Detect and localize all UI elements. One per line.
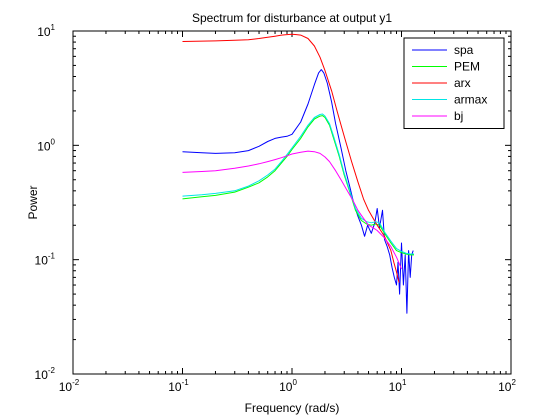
x-tick-label: 10-1 [168,378,189,394]
legend-label-arx: arx [454,76,471,90]
series-line-arx [182,33,400,283]
legend-label-spa: spa [454,43,474,57]
series-line-armax [182,113,414,255]
legend-label-pem: PEM [454,60,480,74]
series-lines [182,33,414,314]
y-tick-label: 101 [37,23,55,39]
y-tick-label: 10-2 [35,366,56,382]
axis-ticks: 10-2 10-1 100 101 102 10-2 10-1 100 101 [35,23,517,394]
legend-label-bj: bj [454,109,463,123]
chart-title: Spectrum for disturbance at output y1 [192,11,392,25]
series-line-bj [182,150,402,270]
legend: spa PEM arx armax bj [403,37,505,129]
x-tick-label: 101 [389,378,407,394]
x-axis-label: Frequency (rad/s) [245,401,340,415]
x-tick-label: 100 [279,378,297,394]
legend-label-armax: armax [454,93,487,107]
x-tick-label: 102 [498,378,516,394]
x-tick-label: 10-2 [59,378,80,394]
y-tick-label: 100 [37,137,55,153]
series-line-spa [182,69,414,314]
y-tick-label: 10-1 [35,252,56,268]
y-axis-label: Power [26,185,40,219]
